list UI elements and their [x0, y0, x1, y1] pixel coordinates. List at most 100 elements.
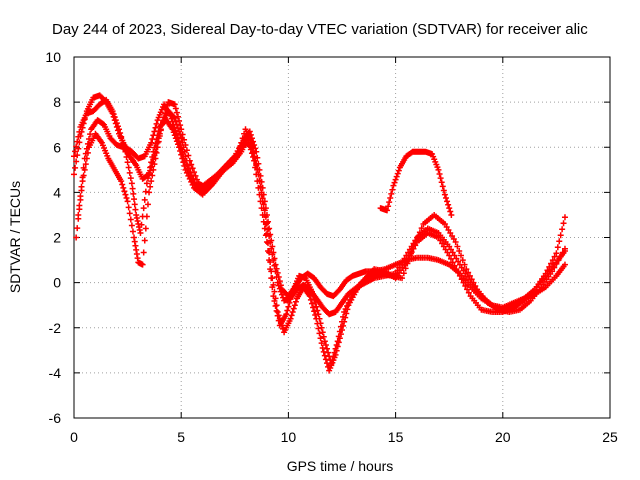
- data-point: [288, 292, 295, 299]
- data-point: [320, 348, 327, 355]
- data-point: [410, 245, 417, 252]
- data-point: [437, 237, 444, 244]
- data-point: [548, 260, 555, 267]
- data-point: [549, 268, 556, 275]
- data-point: [436, 170, 443, 177]
- data-point: [149, 154, 156, 161]
- data-point: [142, 225, 149, 232]
- data-point: [86, 135, 93, 142]
- data-point: [393, 173, 400, 180]
- data-point: [78, 187, 85, 194]
- data-point: [463, 266, 470, 273]
- data-point: [322, 356, 329, 363]
- data-point: [278, 291, 285, 298]
- data-point: [323, 345, 330, 352]
- data-point: [291, 302, 298, 309]
- data-point: [188, 161, 195, 168]
- data-point: [253, 160, 260, 167]
- data-point: [321, 352, 328, 359]
- data-point: [557, 232, 564, 239]
- data-point: [440, 187, 447, 194]
- data-point: [275, 282, 282, 289]
- data-point: [332, 351, 339, 358]
- data-point: [273, 307, 280, 314]
- data-point: [270, 281, 277, 288]
- data-point: [129, 185, 136, 192]
- data-point: [561, 245, 568, 252]
- data-point: [265, 226, 272, 233]
- data-point: [121, 188, 128, 195]
- ticks: 0 5 10 15 20 25 -6 -4 -2 0 2 4 6 8 10: [45, 49, 618, 445]
- data-point: [269, 251, 276, 258]
- data-point: [262, 221, 269, 228]
- data-point: [292, 298, 299, 305]
- data-point: [284, 307, 291, 314]
- data-point: [71, 153, 77, 160]
- x-tick-label: 0: [70, 429, 78, 445]
- data-point: [446, 205, 453, 212]
- data-point: [336, 335, 343, 342]
- data-point: [439, 183, 446, 190]
- data-point: [116, 126, 123, 133]
- data-point: [307, 296, 314, 303]
- data-point: [462, 283, 469, 290]
- data-point: [551, 264, 558, 271]
- y-tick-label: 6: [53, 139, 61, 155]
- data-point: [385, 203, 392, 210]
- data-point: [148, 159, 155, 166]
- data-point: [318, 324, 325, 331]
- data-point: [448, 211, 455, 218]
- data-point: [441, 191, 448, 198]
- data-point: [447, 255, 454, 262]
- series-track-3: [73, 99, 568, 367]
- data-point: [384, 207, 391, 214]
- data-point: [337, 331, 344, 338]
- data-point: [276, 315, 283, 322]
- data-point: [314, 307, 321, 314]
- data-point: [464, 286, 471, 293]
- data-point: [334, 343, 341, 350]
- data-point: [387, 195, 394, 202]
- data-point: [472, 283, 479, 290]
- data-point: [275, 312, 282, 319]
- data-point: [391, 179, 398, 186]
- data-point: [174, 141, 181, 148]
- data-point: [132, 206, 139, 213]
- data-point: [268, 245, 275, 252]
- data-point: [455, 258, 462, 265]
- data-point: [117, 129, 124, 136]
- series-track-5: [377, 148, 455, 218]
- data-point: [191, 169, 198, 176]
- data-point: [75, 133, 82, 140]
- data-point: [458, 264, 465, 271]
- data-point: [444, 249, 451, 256]
- data-point: [128, 180, 135, 187]
- data-point: [333, 347, 340, 354]
- data-point: [325, 349, 332, 356]
- data-point: [308, 300, 315, 307]
- series-track-4: [71, 96, 568, 374]
- data-point: [131, 196, 138, 203]
- data-point: [83, 155, 90, 162]
- data-point: [75, 215, 82, 222]
- data-point: [150, 148, 157, 155]
- data-point: [148, 178, 155, 185]
- data-point: [84, 149, 91, 156]
- data-point: [171, 114, 178, 121]
- data-point: [447, 229, 454, 236]
- data-point: [239, 135, 246, 142]
- data-point: [466, 272, 473, 279]
- data-point: [342, 314, 349, 321]
- data-point: [144, 201, 151, 208]
- data-point: [317, 335, 324, 342]
- data-point: [263, 230, 270, 237]
- data-point: [141, 237, 148, 244]
- data-point: [312, 299, 319, 306]
- x-tick-label: 25: [602, 429, 618, 445]
- data-point: [290, 305, 297, 312]
- data-point: [559, 249, 566, 256]
- data-point: [416, 229, 423, 236]
- data-point: [125, 164, 132, 171]
- data-point: [163, 106, 170, 113]
- data-point: [169, 126, 176, 133]
